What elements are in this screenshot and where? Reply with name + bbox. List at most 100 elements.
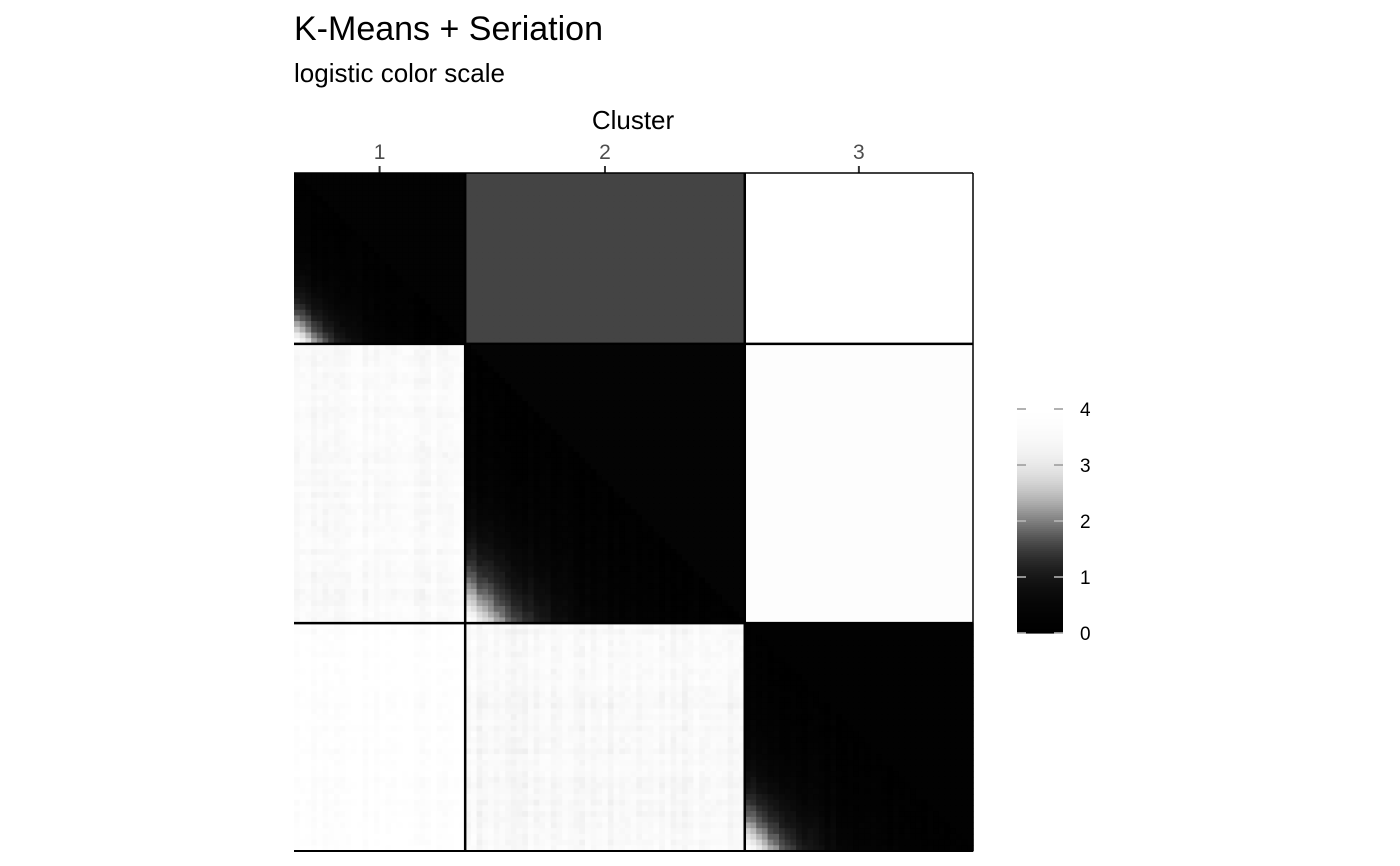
heatmap-cell	[465, 212, 472, 220]
heatmap-cell	[448, 235, 455, 242]
heatmap-cell	[476, 229, 483, 237]
heatmap-cell	[858, 298, 866, 305]
heatmap-cell	[721, 218, 729, 225]
heatmap-cell	[316, 292, 324, 299]
heatmap-cell	[876, 269, 883, 277]
heatmap-cell	[921, 298, 928, 305]
heatmap-cell	[333, 241, 341, 248]
heatmap-cell	[830, 207, 837, 214]
heatmap-cell	[921, 218, 928, 225]
heatmap-cell	[539, 389, 546, 396]
heatmap-cell	[721, 383, 729, 391]
heatmap-cell	[647, 247, 655, 254]
heatmap-cell	[756, 218, 763, 225]
heatmap-cell	[784, 235, 792, 242]
heatmap-cell	[448, 275, 455, 282]
heatmap-cell	[585, 292, 592, 299]
heatmap-cell	[545, 378, 552, 385]
heatmap-cell	[653, 298, 660, 305]
heatmap-cell	[425, 218, 432, 225]
heatmap-cell	[796, 355, 803, 362]
heatmap-cell	[961, 326, 968, 334]
heatmap-cell	[322, 258, 329, 265]
heatmap-cell	[750, 195, 757, 203]
heatmap-cell	[448, 269, 455, 277]
heatmap-cell	[396, 304, 404, 311]
heatmap-cell	[533, 366, 540, 374]
heatmap-cell	[898, 355, 906, 362]
heatmap-cell	[482, 195, 489, 203]
heatmap-cell	[664, 304, 672, 311]
heatmap-cell	[596, 366, 603, 374]
heatmap-cell	[699, 406, 706, 413]
heatmap-cell	[784, 304, 792, 311]
heatmap-cell	[613, 218, 620, 225]
heatmap-cell	[830, 292, 837, 299]
heatmap-cell	[579, 389, 586, 396]
heatmap-cell	[727, 275, 734, 282]
heatmap-cell	[830, 366, 837, 374]
heatmap-cell	[853, 383, 860, 391]
heatmap-cell	[864, 190, 871, 197]
heatmap-cell	[442, 241, 449, 248]
heatmap-cell	[596, 178, 603, 185]
heatmap-cell	[391, 173, 398, 180]
heatmap-cell	[773, 355, 780, 362]
heatmap-cell	[818, 286, 826, 294]
heatmap-cell	[887, 235, 894, 242]
heatmap-cell	[430, 224, 438, 231]
heatmap-cell	[915, 315, 923, 322]
heatmap-cell	[761, 247, 769, 254]
heatmap-cell	[642, 212, 649, 220]
heatmap-cell	[413, 201, 421, 208]
heatmap-cell	[653, 207, 660, 214]
heatmap-cell	[824, 173, 831, 180]
heatmap-cell	[813, 252, 820, 260]
heatmap-cell	[699, 201, 706, 208]
heatmap-cell	[699, 184, 706, 191]
heatmap-cell	[573, 315, 580, 322]
heatmap-cell	[488, 343, 495, 351]
heatmap-cell	[505, 389, 512, 396]
heatmap-cell	[864, 281, 871, 288]
heatmap-cell	[499, 241, 506, 248]
heatmap-cell	[402, 366, 409, 374]
heatmap-cell	[356, 349, 364, 356]
heatmap-cell	[351, 247, 358, 254]
heatmap-cell	[876, 247, 883, 254]
heatmap-cell	[556, 178, 563, 185]
heatmap-cell	[647, 361, 655, 368]
heatmap-cell	[619, 184, 626, 191]
heatmap-cell	[710, 173, 717, 180]
heatmap-cell	[670, 195, 677, 203]
heatmap-cell	[505, 218, 512, 225]
heatmap-cell	[425, 252, 432, 260]
heatmap-cell	[784, 349, 792, 356]
heatmap-cell	[596, 264, 603, 271]
heatmap-cell	[305, 201, 312, 208]
heatmap-cell	[436, 195, 443, 203]
heatmap-cell	[818, 389, 826, 396]
heatmap-cell	[716, 235, 723, 242]
heatmap-cell	[647, 378, 655, 385]
heatmap-cell	[944, 400, 951, 408]
heatmap-cell	[573, 269, 580, 277]
heatmap-cell	[767, 235, 774, 242]
heatmap-cell	[527, 361, 535, 368]
heatmap-cell	[950, 212, 957, 220]
heatmap-cell	[550, 229, 558, 237]
heatmap-cell	[516, 195, 523, 203]
heatmap-cell	[773, 309, 780, 317]
heatmap-cell	[944, 224, 951, 231]
heatmap-cell	[796, 400, 803, 408]
heatmap-cell	[448, 184, 455, 191]
heatmap-cell	[596, 332, 603, 339]
heatmap-cell	[727, 315, 734, 322]
heatmap-cell	[385, 366, 392, 374]
heatmap-cell	[351, 383, 358, 391]
heatmap-cell	[419, 406, 426, 413]
heatmap-cell	[379, 366, 386, 374]
heatmap-cell	[887, 173, 894, 180]
heatmap-cell	[322, 207, 329, 214]
heatmap-cell	[676, 355, 683, 362]
